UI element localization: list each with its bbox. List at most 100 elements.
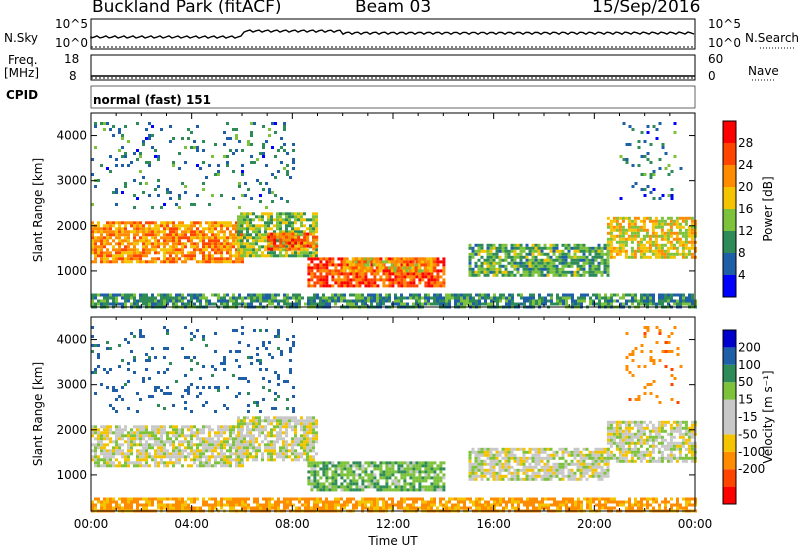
power-cell [382, 272, 386, 276]
power-cell [532, 293, 535, 297]
power-cell [627, 216, 631, 220]
power-cell [91, 239, 94, 243]
power-cell [220, 302, 223, 306]
power-cell [681, 249, 685, 253]
power-cell [649, 143, 653, 146]
power-cell [273, 232, 277, 236]
power-cell [196, 194, 199, 197]
velocity-cell [240, 458, 243, 462]
power-cell [118, 131, 121, 134]
power-cell [582, 243, 586, 247]
power-cell [250, 143, 253, 146]
power-cell [238, 182, 241, 185]
power-cell [429, 269, 433, 273]
power-cell [316, 296, 319, 300]
velocity-cell [232, 446, 235, 450]
power-cell [364, 299, 367, 303]
velocity-cell [477, 462, 481, 466]
velocity-cell [273, 458, 276, 462]
velocity-cell [439, 488, 443, 492]
velocity-cell [492, 477, 496, 481]
power-cell [226, 221, 229, 225]
power-cell [130, 293, 133, 297]
power-cell [163, 239, 166, 243]
velocity-cell [334, 467, 338, 471]
power-cell [142, 296, 145, 300]
power-cell [513, 246, 517, 250]
velocity-cell [370, 476, 374, 480]
velocity-cell [261, 455, 264, 459]
power-cell [289, 302, 292, 306]
velocity-cell [297, 422, 300, 426]
power-cell [625, 299, 628, 303]
power-cell [247, 302, 250, 306]
velocity-cell [591, 456, 595, 460]
power-cell [346, 263, 350, 267]
power-cell [109, 233, 112, 237]
velocity-cell [294, 458, 297, 462]
velocity-cell [178, 446, 181, 450]
power-cell [303, 244, 307, 248]
velocity-cell [246, 446, 249, 450]
power-cell [649, 302, 652, 306]
power-cell [556, 299, 559, 303]
power-cell [508, 302, 511, 306]
velocity-cell [270, 419, 273, 423]
power-cell [169, 254, 172, 258]
power-cell [573, 249, 577, 253]
power-cell [468, 267, 472, 271]
power-cell [175, 251, 178, 255]
power-cell [229, 299, 232, 303]
velocity-cell [376, 479, 380, 483]
power-cell [157, 158, 160, 161]
velocity-cell [232, 452, 235, 456]
velocity-cell [181, 455, 184, 459]
power-cell [684, 240, 688, 244]
power-cell [154, 245, 157, 249]
power-cell [472, 296, 475, 300]
velocity-cell [322, 467, 326, 471]
power-cell [178, 242, 181, 246]
power-cell [621, 243, 625, 247]
velocity-cell [489, 459, 493, 463]
power-cell [238, 185, 241, 188]
power-cell [133, 293, 136, 297]
velocity-cell [495, 447, 499, 451]
velocity-cell [474, 474, 478, 478]
power-cell [630, 228, 634, 232]
velocity-cell [558, 465, 562, 469]
power-cell [430, 278, 434, 282]
velocity-cell [471, 474, 475, 478]
power-cell [244, 182, 247, 185]
velocity-cell [594, 456, 598, 460]
power-cell [271, 173, 274, 176]
power-cell [408, 257, 412, 261]
velocity-cell [316, 470, 320, 474]
velocity-cell [202, 443, 205, 447]
power-cell [658, 167, 662, 170]
velocity-cell [235, 458, 238, 462]
power-cell [276, 239, 279, 243]
power-cell [643, 293, 646, 297]
velocity-cell [501, 477, 505, 481]
power-cell [525, 273, 529, 277]
velocity-cell [243, 437, 246, 441]
velocity-cell [528, 447, 532, 451]
power-cell [654, 231, 658, 235]
power-cell [660, 219, 664, 223]
power-cell [379, 299, 382, 303]
power-cell [229, 248, 232, 252]
power-cell [118, 242, 121, 246]
velocity-cell [474, 465, 478, 469]
velocity-cell [226, 449, 229, 453]
velocity-cell [322, 488, 326, 492]
power-cell [454, 302, 457, 306]
velocity-cell [313, 485, 317, 489]
power-cell [570, 264, 574, 268]
power-cell [616, 299, 619, 303]
power-cell [519, 273, 523, 277]
velocity-cell [130, 434, 133, 438]
power-cell [424, 275, 428, 279]
velocity-cell [486, 450, 490, 454]
